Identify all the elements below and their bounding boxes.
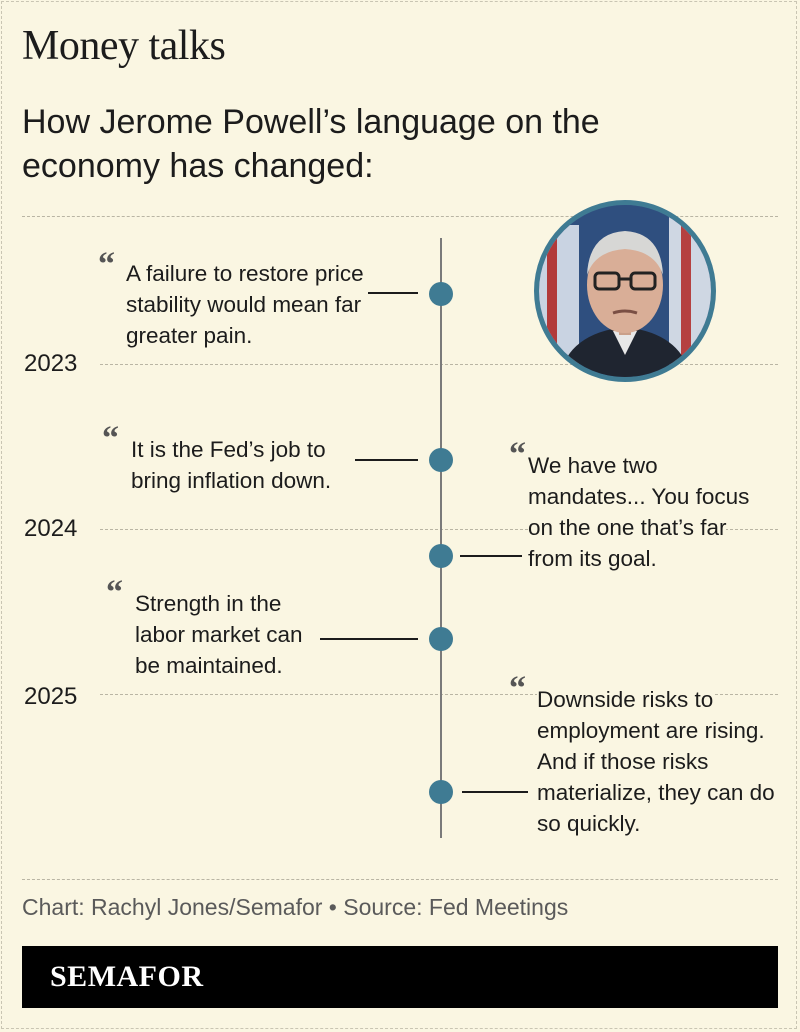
quote-4-text: Strength in the labor market can be main… bbox=[135, 591, 303, 678]
year-gridline-2025 bbox=[100, 694, 778, 695]
quote-mark-icon: “ bbox=[98, 246, 115, 283]
portrait-illustration bbox=[539, 205, 711, 377]
quote-2: It is the Fed’s job to bring inflation d… bbox=[131, 434, 356, 496]
page-title: Money talks bbox=[22, 23, 226, 69]
quote-3: We have two mandates... You focus on the… bbox=[528, 450, 770, 574]
quote-3-connector bbox=[460, 555, 522, 557]
quote-5-text: Downside risks to employment are rising.… bbox=[537, 687, 775, 836]
bottom-divider bbox=[22, 879, 778, 880]
source-credit: Chart: Rachyl Jones/Semafor • Source: Fe… bbox=[22, 894, 569, 920]
quote-mark-icon: “ bbox=[106, 574, 123, 611]
quote-1-text: A failure to restore price stability wou… bbox=[126, 261, 364, 348]
quote-2-connector bbox=[355, 459, 418, 461]
year-label-2023: 2023 bbox=[24, 350, 78, 377]
timeline-dot-4 bbox=[429, 627, 453, 651]
timeline-dot-5 bbox=[429, 780, 453, 804]
timeline-axis bbox=[440, 238, 442, 838]
top-divider bbox=[22, 216, 778, 217]
quote-5-connector bbox=[462, 791, 528, 793]
year-label-2025: 2025 bbox=[24, 683, 78, 710]
quote-1-connector bbox=[368, 292, 418, 294]
quote-1: A failure to restore price stability wou… bbox=[126, 258, 366, 351]
quote-3-text: We have two mandates... You focus on the… bbox=[528, 453, 750, 571]
timeline-dot-3 bbox=[429, 544, 453, 568]
year-gridline-2023 bbox=[100, 364, 778, 365]
quote-4: Strength in the labor market can be main… bbox=[135, 588, 321, 681]
year-label-2024: 2024 bbox=[24, 515, 78, 542]
quote-mark-icon: “ bbox=[509, 436, 526, 473]
semafor-logo: SEMAFOR bbox=[50, 960, 204, 993]
year-gridline-2024 bbox=[100, 529, 778, 530]
footer-bar: SEMAFOR bbox=[22, 946, 778, 1008]
quote-mark-icon: “ bbox=[509, 670, 526, 707]
page-subtitle: How Jerome Powell’s language on the econ… bbox=[22, 103, 600, 185]
timeline-dot-1 bbox=[429, 282, 453, 306]
quote-mark-icon: “ bbox=[102, 420, 119, 457]
timeline-dot-2 bbox=[429, 448, 453, 472]
quote-2-text: It is the Fed’s job to bring inflation d… bbox=[131, 437, 332, 493]
quote-4-connector bbox=[320, 638, 418, 640]
portrait-photo bbox=[534, 200, 716, 382]
quote-5: Downside risks to employment are rising.… bbox=[537, 684, 777, 839]
